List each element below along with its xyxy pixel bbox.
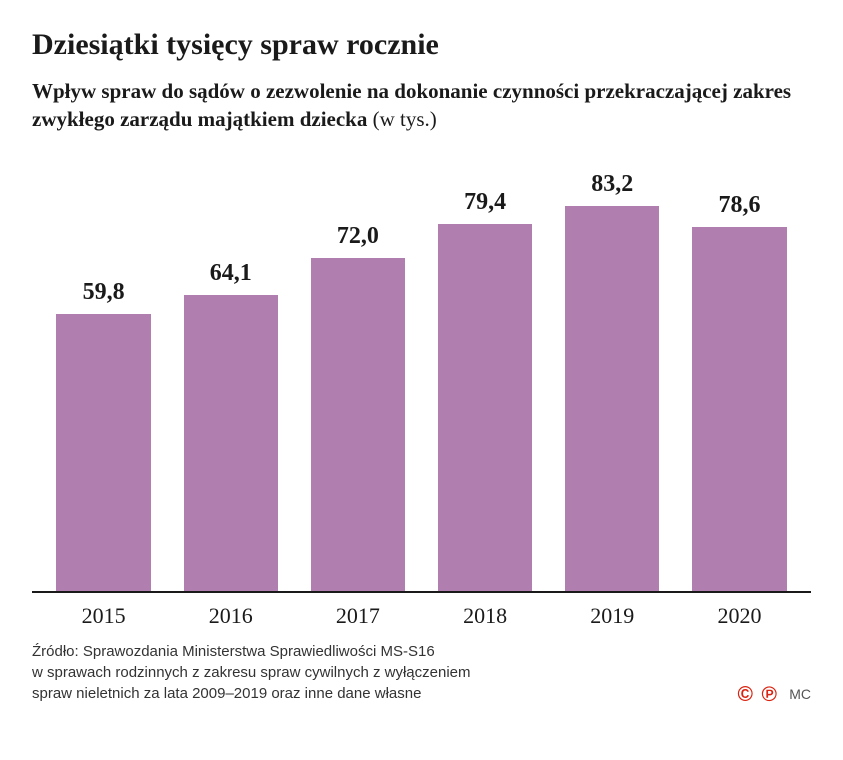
bar-group: 83,2 [549,171,676,591]
credits: © ℗ MC [735,684,811,704]
bar [565,206,659,591]
bar-group: 64,1 [167,260,294,592]
x-axis: 201520162017201820192020 [32,603,811,629]
phono-icon: ℗ [759,684,779,704]
page-title: Dziesiątki tysięcy spraw rocznie [32,28,811,63]
x-tick-label: 2020 [676,603,803,629]
x-tick-label: 2018 [422,603,549,629]
bar [311,258,405,591]
bar [56,314,150,591]
bar-chart: 59,8 64,1 72,0 79,4 83,2 78,6 [32,163,811,593]
bar-group: 72,0 [294,223,421,591]
x-tick-label: 2015 [40,603,167,629]
bar-group: 79,4 [422,189,549,591]
bar-value-label: 79,4 [464,189,506,216]
bar-value-label: 72,0 [337,223,379,250]
source-text: Źródło: Sprawozdania Ministerstwa Sprawi… [32,641,471,704]
bar-value-label: 78,6 [718,192,760,219]
author-initials: MC [789,686,811,702]
copyright-icon: © [735,684,755,704]
source-line: spraw nieletnich za lata 2009–2019 oraz … [32,683,471,704]
chart-container: 59,864,172,079,483,278,6 201520162017201… [32,163,811,629]
bar-value-label: 83,2 [591,171,633,198]
subtitle-unit: (w tys.) [373,107,437,131]
bar [438,224,532,591]
source-line: Źródło: Sprawozdania Ministerstwa Sprawi… [32,641,471,662]
bar-group: 59,8 [40,279,167,591]
x-tick-label: 2019 [549,603,676,629]
source-line: w sprawach rodzinnych z zakresu spraw cy… [32,662,471,683]
footer-row: Źródło: Sprawozdania Ministerstwa Sprawi… [32,641,811,704]
bar [692,227,786,591]
x-tick-label: 2016 [167,603,294,629]
bar-value-label: 59,8 [83,279,125,306]
bar-group: 78,6 [676,192,803,591]
bar-value-label: 64,1 [210,260,252,287]
x-tick-label: 2017 [294,603,421,629]
chart-subtitle: Wpływ spraw do sądów o zezwolenie na dok… [32,77,811,134]
bar [184,295,278,592]
